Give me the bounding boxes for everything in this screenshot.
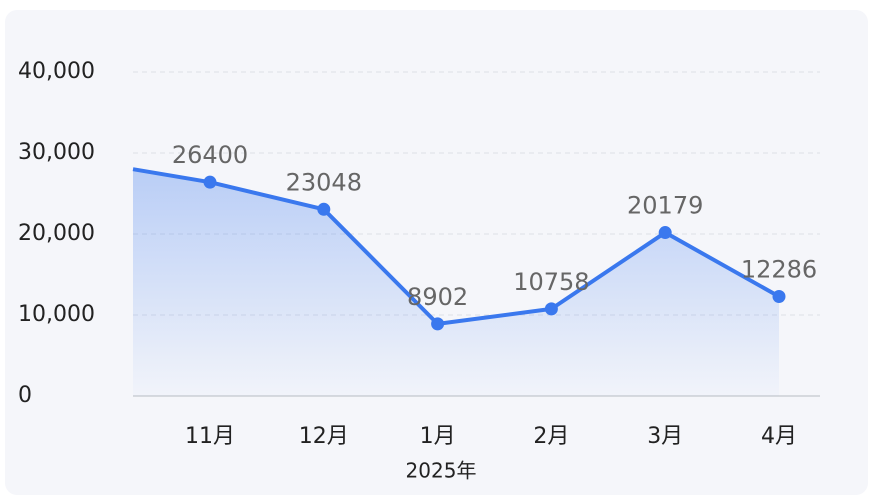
value-label: 10758: [513, 268, 589, 296]
area: [133, 169, 779, 396]
value-label: 23048: [286, 168, 362, 196]
point: [658, 226, 672, 240]
value-label: 12286: [741, 255, 817, 283]
point: [772, 289, 786, 303]
x-tick-label: 4月: [761, 424, 797, 449]
value-label: 20179: [627, 192, 703, 220]
y-tick-label: 0: [18, 383, 32, 408]
value-label: 8902: [407, 283, 468, 311]
value-label: 26400: [172, 141, 248, 169]
y-tick-label: 20,000: [18, 221, 95, 246]
x-tick-label: 3月: [647, 424, 683, 449]
x-tick-label: 1月: [420, 424, 456, 449]
y-tick-label: 40,000: [18, 59, 95, 84]
x-tick-label: 2月: [533, 424, 569, 449]
point: [544, 302, 558, 316]
y-tick-label: 10,000: [18, 302, 95, 327]
point: [317, 202, 331, 216]
point: [431, 317, 445, 331]
point: [203, 175, 217, 189]
x-tick-label: 11月: [185, 424, 235, 449]
x-axis-label: 2025年: [406, 459, 477, 483]
y-tick-label: 30,000: [18, 140, 95, 165]
x-tick-label: 12月: [299, 424, 349, 449]
